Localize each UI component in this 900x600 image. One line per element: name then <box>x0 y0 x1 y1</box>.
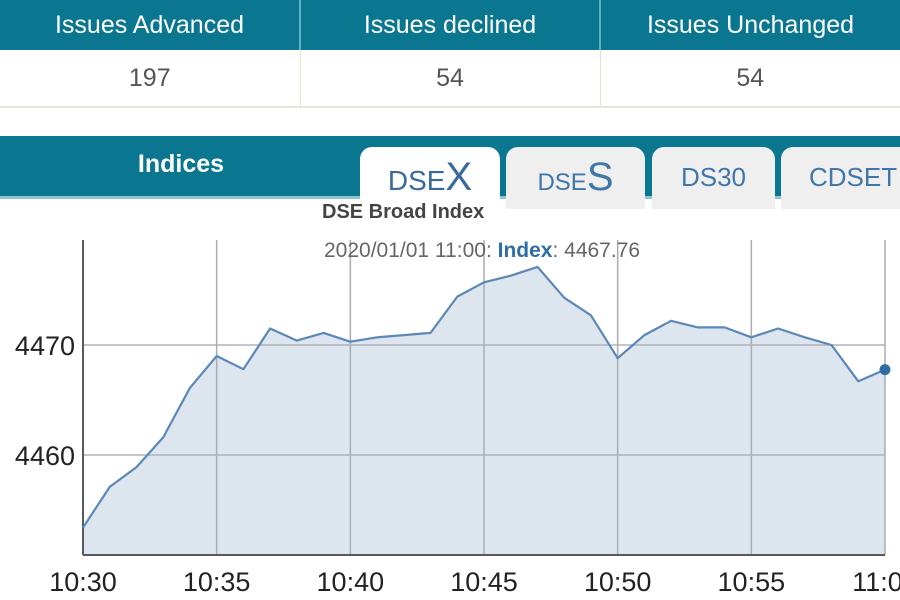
tab-dsex[interactable]: DSEX <box>360 147 500 209</box>
chart-title: DSE Broad Index <box>322 201 485 223</box>
indices-title: Indices <box>137 150 225 178</box>
x-axis-tick-label: 10:35 <box>183 567 251 597</box>
x-axis-tick-label: 10:40 <box>317 567 385 597</box>
issues-declined-header: Issues declined <box>300 0 601 50</box>
tab-dsex-prefix: DSE <box>387 165 446 196</box>
tooltip-series-name: Index <box>497 239 553 262</box>
x-axis-tick-label: 10:50 <box>584 567 652 597</box>
market-stats-table: Issues Advanced Issues declined Issues U… <box>0 0 900 108</box>
tab-ds30-label: DS30 <box>680 162 747 192</box>
x-axis-tick-label: 10:55 <box>718 567 786 597</box>
tooltip-value: 4467.76 <box>564 239 641 262</box>
market-stats-header-row: Issues Advanced Issues declined Issues U… <box>0 0 900 50</box>
tooltip-sep1: : <box>485 239 498 262</box>
x-axis-tick-label: 11:00 <box>852 567 900 597</box>
chart-tooltip: 2020/01/01 11:00: Index: 4467.76 <box>324 239 640 263</box>
issues-unchanged-value: 54 <box>600 50 900 108</box>
highlighted-point-marker[interactable] <box>879 364 891 376</box>
y-axis-tick-label: 4470 <box>15 331 75 361</box>
issues-advanced-header: Issues Advanced <box>0 0 301 50</box>
x-axis-tick-label: 10:45 <box>450 567 518 597</box>
tab-cdset[interactable]: CDSET <box>781 147 900 209</box>
y-axis-tick-label: 4460 <box>15 441 75 471</box>
tab-dses[interactable]: DSES <box>506 147 645 209</box>
issues-unchanged-header: Issues Unchanged <box>600 0 900 50</box>
tooltip-timestamp: 2020/01/01 11:00 <box>324 239 486 262</box>
tooltip-sep2: : <box>552 239 565 262</box>
tab-cdset-label: CDSET <box>809 162 898 192</box>
market-stats-row: 197 54 54 <box>0 50 900 108</box>
x-axis-tick-label: 10:30 <box>49 567 117 597</box>
tab-ds30[interactable]: DS30 <box>652 147 775 209</box>
tab-dsex-suffix: X <box>445 155 473 199</box>
index-line <box>82 265 886 529</box>
tab-dses-suffix: S <box>586 155 614 199</box>
tab-dses-prefix: DSE <box>537 169 587 196</box>
issues-declined-value: 54 <box>300 50 601 108</box>
issues-advanced-value: 197 <box>0 50 301 108</box>
